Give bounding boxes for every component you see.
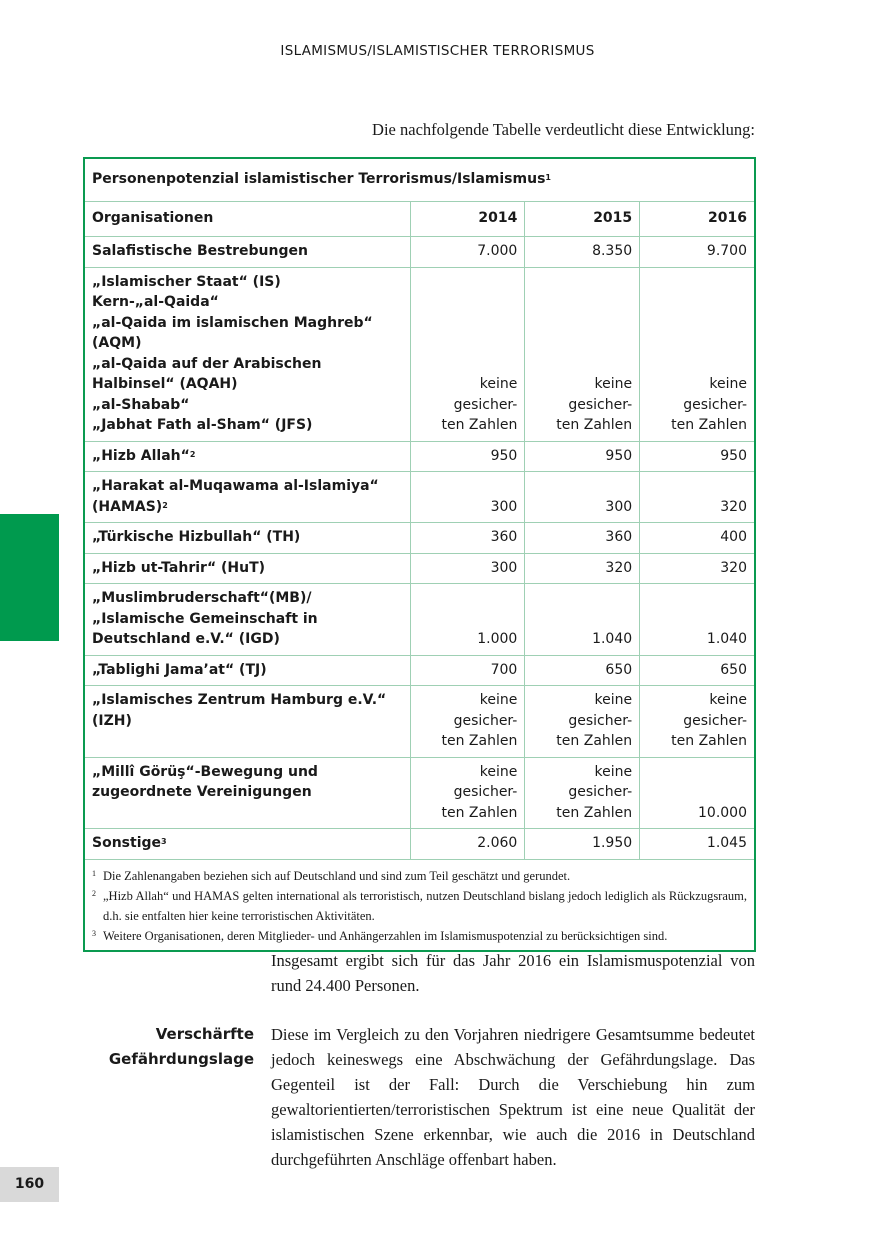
footnote: 3 Weitere Organisationen, deren Mitgliede… [92, 928, 668, 943]
value-cell: 8.350 [524, 236, 641, 268]
column-header: 2016 [639, 201, 756, 237]
table-row: „Hizb Allah“2 950 950 950 [83, 440, 756, 472]
table-row: „Harakat al-Muqawama al-Islamiya“ (HAMAS… [83, 471, 756, 523]
value-cell: 1.000 [409, 583, 526, 656]
data-table: Personenpotenzial islamistischer Terrori… [83, 157, 756, 952]
organisation-cell: „Islamisches Zentrum Hamburg e.V.“ (IZH) [83, 685, 411, 758]
table-header-row: Organisationen 2014 2015 2016 [83, 201, 756, 237]
value-cell: 320 [639, 552, 756, 584]
table-title: Personenpotenzial islamistischer Terrori… [83, 157, 756, 202]
table-title-row: Personenpotenzial islamistischer Terrori… [83, 157, 756, 202]
value-cell: 650 [639, 654, 756, 686]
value-cell: 7.000 [409, 236, 526, 268]
value-cell: 400 [639, 522, 756, 554]
footnotes-row: 1 Die Zahlenangaben beziehen sich auf Deu… [83, 858, 756, 951]
organisation-cell: „Hizb Allah“2 [83, 440, 411, 472]
value-cell: keine gesicher-ten Zahlen [409, 266, 526, 442]
value-cell: keine gesicher-ten Zahlen [639, 266, 756, 442]
organisation-cell: „Millî Görüş“-Bewegung und zugeordnete V… [83, 756, 411, 829]
body-paragraph: Diese im Vergleich zu den Vorjahren nied… [271, 1025, 755, 1169]
value-cell: keine gesicher-ten Zahlen [409, 685, 526, 758]
value-cell: 950 [524, 440, 641, 472]
table-row: „Islamisches Zentrum Hamburg e.V.“ (IZH)… [83, 685, 756, 758]
value-cell: 300 [409, 552, 526, 584]
organisation-cell: „Harakat al-Muqawama al-Islamiya“ (HAMAS… [83, 471, 411, 523]
footnote: 2 „Hizb Allah“ und HAMAS gelten internati… [92, 888, 747, 923]
organisation-cell: Salafistische Bestrebungen [83, 236, 411, 268]
page-number: 160 [0, 1167, 59, 1202]
value-cell: 1.950 [524, 828, 641, 860]
value-cell: 300 [524, 471, 641, 523]
table-row: „Hizb ut-Tahrir“ (HuT) 300 320 320 [83, 552, 756, 584]
value-cell: keine gesicher-ten Zahlen [524, 756, 641, 829]
footnotes: 1 Die Zahlenangaben beziehen sich auf Deu… [83, 858, 756, 951]
organisation-cell: „Muslimbruderschaft“(MB)/„Islamische Gem… [83, 583, 411, 656]
value-cell: 320 [639, 471, 756, 523]
value-cell: 950 [409, 440, 526, 472]
table-row: „Islamischer Staat“ (IS) Kern-„al-Qaida“ „… [83, 266, 756, 442]
value-cell: keine gesicher-ten Zahlen [524, 266, 641, 442]
value-cell: 1.040 [639, 583, 756, 656]
column-header: Organisationen [83, 201, 411, 237]
organisation-cell: „Türkische Hizbullah“ (TH) [83, 522, 411, 554]
value-cell: 2.060 [409, 828, 526, 860]
table-row: „Tablighi Jama’at“ (TJ) 700 650 650 [83, 654, 756, 686]
table-row: „Millî Görüş“-Bewegung und zugeordnete V… [83, 756, 756, 829]
column-header: 2014 [409, 201, 526, 237]
value-cell: 9.700 [639, 236, 756, 268]
organisation-cell: „Islamischer Staat“ (IS) Kern-„al-Qaida“ „… [83, 266, 411, 442]
value-cell: keine gesicher-ten Zahlen [524, 685, 641, 758]
value-cell: 950 [639, 440, 756, 472]
value-cell: 1.045 [639, 828, 756, 860]
summary-text: Insgesamt ergibt sich für das Jahr 2016 … [271, 951, 755, 995]
table-row: „Türkische Hizbullah“ (TH) 360 360 400 [83, 522, 756, 554]
intro-text: Die nachfolgende Tabelle verdeutlicht di… [372, 120, 755, 139]
running-header: ISLAMISMUS/ISLAMISTISCHER TERRORISMUS [280, 43, 595, 59]
value-cell: 300 [409, 471, 526, 523]
value-cell: 360 [524, 522, 641, 554]
value-cell: keine gesicher-ten Zahlen [639, 685, 756, 758]
organisation-cell: „Tablighi Jama’at“ (TJ) [83, 654, 411, 686]
organisation-cell: Sonstige3 [83, 828, 411, 860]
value-cell: 320 [524, 552, 641, 584]
chapter-tab [0, 514, 59, 641]
value-cell: 700 [409, 654, 526, 686]
value-cell: 650 [524, 654, 641, 686]
table-row: Salafistische Bestrebungen 7.000 8.350 9.70… [83, 236, 756, 268]
table-row: „Muslimbruderschaft“(MB)/„Islamische Gem… [83, 583, 756, 656]
value-cell: 360 [409, 522, 526, 554]
side-heading: Verschärfte Gefährdungslage [108, 1025, 254, 1068]
footnote: 1 Die Zahlenangaben beziehen sich auf Deu… [92, 868, 571, 883]
value-cell: 1.040 [524, 583, 641, 656]
organisation-cell: „Hizb ut-Tahrir“ (HuT) [83, 552, 411, 584]
value-cell: 10.000 [639, 756, 756, 829]
table-row: Sonstige3 2.060 1.950 1.045 [83, 828, 756, 860]
value-cell: keine gesicher-ten Zahlen [409, 756, 526, 829]
column-header: 2015 [524, 201, 641, 237]
